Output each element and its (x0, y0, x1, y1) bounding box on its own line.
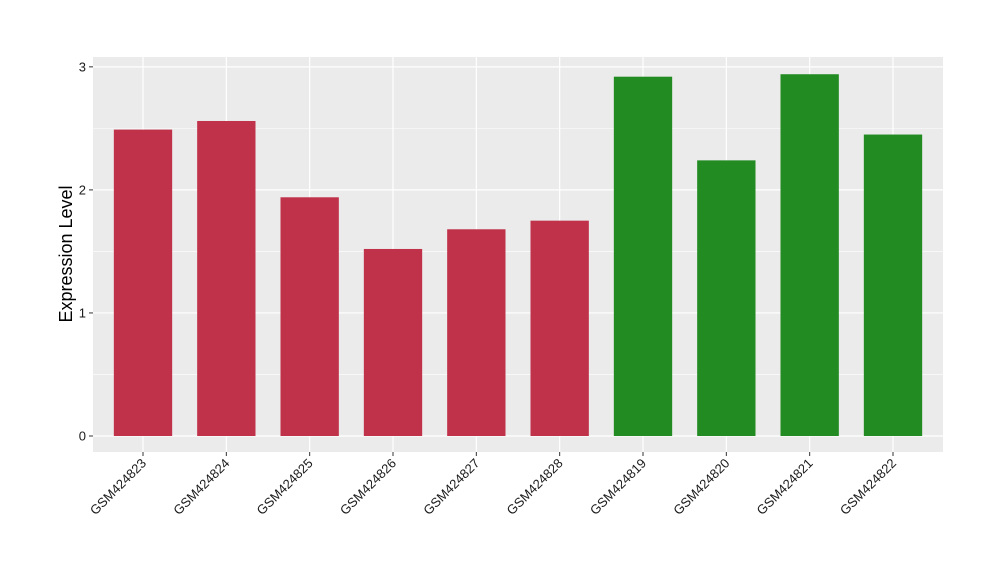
bar-GSM424827 (447, 229, 506, 437)
bar-GSM424819 (613, 76, 673, 437)
y-tick-label: 2 (79, 182, 86, 197)
x-tick-label: GSM424827 (420, 456, 482, 518)
bar-GSM424823 (113, 129, 173, 437)
y-tick-label: 3 (79, 59, 86, 74)
x-tick-label: GSM424819 (587, 456, 649, 518)
x-axis: GSM424823 GSM424824 GSM424825 GSM424826 GSM4… (87, 452, 899, 518)
y-tick-label: 0 (79, 429, 86, 444)
bar-GSM424822 (863, 134, 923, 437)
x-tick-label: GSM424823 (87, 456, 149, 518)
bar-GSM424825 (280, 197, 339, 437)
bar-GSM424824 (197, 120, 256, 437)
x-tick-label: GSM424820 (670, 456, 732, 518)
bar-GSM424826 (363, 248, 423, 437)
y-axis-title: Expression Level (56, 185, 76, 322)
y-axis: 0 1 2 3 (79, 59, 93, 444)
x-tick-label: GSM424821 (754, 456, 816, 518)
x-tick-label: GSM424824 (170, 456, 232, 518)
bar-GSM424828 (530, 220, 589, 437)
bars-group (113, 74, 923, 437)
x-tick-label: GSM424822 (837, 456, 899, 518)
x-tick-label: GSM424826 (337, 456, 399, 518)
bar-GSM424820 (697, 160, 756, 437)
x-tick-label: GSM424825 (254, 456, 316, 518)
bar-GSM424821 (780, 74, 839, 437)
y-tick-label: 1 (79, 305, 86, 320)
x-tick-label: GSM424828 (504, 456, 566, 518)
